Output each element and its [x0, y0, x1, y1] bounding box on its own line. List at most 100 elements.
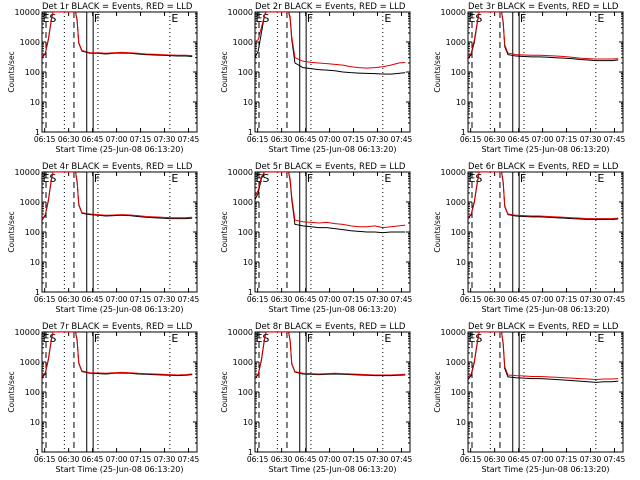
y-tick-label: 10 — [243, 98, 253, 107]
panel-title: Det 4r BLACK = Events, RED = LLD — [42, 162, 193, 172]
plot-frame — [254, 331, 411, 453]
detector-panel: Det 1r BLACK = Events, RED = LLD 1 10 100 10… — [7, 2, 200, 154]
y-tick-label: 10000 — [15, 8, 40, 17]
x-tick-label: 06:45 — [82, 135, 104, 144]
y-tick-label: 10 — [243, 418, 253, 427]
y-tick-label: 1 — [35, 288, 40, 297]
detector-panel: Det 7r BLACK = Events, RED = LLD 1 10 100 10… — [7, 322, 200, 474]
interval-marker-label: ES — [255, 332, 269, 345]
y-tick-label: 1 — [248, 128, 253, 137]
y-axis-label: Counts/sec — [7, 211, 16, 252]
y-tick-label: 100 — [238, 228, 253, 237]
lld-series-line — [468, 332, 619, 381]
y-tick-label: 10000 — [441, 328, 466, 337]
y-tick-label: 1000 — [446, 358, 466, 367]
y-tick-label: 10000 — [228, 8, 253, 17]
y-tick-label: 1 — [248, 448, 253, 457]
x-tick-label: 07:30 — [580, 135, 602, 144]
y-axis-label: Counts/sec — [220, 51, 229, 92]
interval-marker-label: E — [384, 172, 391, 185]
y-tick-label: 1 — [35, 128, 40, 137]
x-tick-label: 06:15 — [34, 135, 56, 144]
interval-marker-label: E — [171, 172, 178, 185]
events-series-line — [42, 332, 193, 379]
x-tick-label: 06:45 — [508, 135, 530, 144]
plot-frame — [467, 171, 624, 293]
y-tick-label: 1 — [35, 448, 40, 457]
x-tick-label: 07:00 — [106, 295, 128, 304]
y-tick-label: 10 — [456, 98, 466, 107]
lld-series-line — [468, 12, 619, 60]
plot-frame — [254, 11, 411, 133]
interval-marker-label: F — [94, 12, 100, 25]
y-tick-label: 1 — [461, 448, 466, 457]
y-tick-label: 10 — [456, 258, 466, 267]
interval-marker-label: ES — [42, 172, 56, 185]
y-axis-label: Counts/sec — [7, 371, 16, 412]
panel-title: Det 1r BLACK = Events, RED = LLD — [42, 2, 193, 12]
detector-panel: Det 2r BLACK = Events, RED = LLD 1 10 100 10… — [220, 2, 413, 154]
x-tick-label: 07:30 — [154, 295, 176, 304]
x-axis-label: Start Time (25-Jun-08 06:13:20) — [269, 465, 397, 474]
y-tick-label: 100 — [451, 228, 466, 237]
panel-title: Det 9r BLACK = Events, RED = LLD — [468, 322, 619, 332]
interval-marker-label: E — [597, 172, 604, 185]
interval-marker-label: F — [307, 332, 313, 345]
x-tick-label: 06:30 — [484, 455, 506, 464]
interval-marker-label: ES — [468, 12, 482, 25]
x-axis-label: Start Time (25-Jun-08 06:13:20) — [56, 305, 184, 314]
detector-panel: Det 8r BLACK = Events, RED = LLD 1 10 100 10… — [220, 322, 413, 474]
events-series-line — [255, 332, 406, 379]
x-tick-label: 07:00 — [319, 455, 341, 464]
x-tick-label: 07:00 — [532, 455, 554, 464]
interval-marker-label: F — [520, 12, 526, 25]
x-tick-label: 07:45 — [604, 295, 626, 304]
interval-marker-label: F — [307, 172, 313, 185]
x-axis-label: Start Time (25-Jun-08 06:13:20) — [482, 305, 610, 314]
lld-series-line — [255, 172, 406, 229]
x-axis-label: Start Time (25-Jun-08 06:13:20) — [56, 465, 184, 474]
x-tick-label: 07:15 — [556, 295, 578, 304]
interval-marker-label: ES — [42, 12, 56, 25]
y-tick-label: 10000 — [228, 168, 253, 177]
interval-marker-label: E — [597, 12, 604, 25]
plot-frame — [41, 331, 198, 453]
x-tick-label: 06:30 — [58, 295, 80, 304]
y-tick-label: 10000 — [15, 168, 40, 177]
x-tick-label: 07:15 — [556, 455, 578, 464]
x-axis-label: Start Time (25-Jun-08 06:13:20) — [269, 145, 397, 154]
interval-marker-label: F — [307, 12, 313, 25]
x-tick-label: 07:30 — [367, 135, 389, 144]
y-tick-label: 10 — [30, 418, 40, 427]
panel-title: Det 8r BLACK = Events, RED = LLD — [255, 322, 406, 332]
y-axis-label: Counts/sec — [433, 371, 442, 412]
y-axis-label: Counts/sec — [220, 371, 229, 412]
interval-marker-label: F — [94, 332, 100, 345]
panel-title: Det 3r BLACK = Events, RED = LLD — [468, 2, 619, 12]
x-tick-label: 06:45 — [82, 295, 104, 304]
panel-title: Det 2r BLACK = Events, RED = LLD — [255, 2, 406, 12]
y-tick-label: 100 — [451, 68, 466, 77]
y-tick-label: 1000 — [233, 38, 253, 47]
lld-series-line — [255, 12, 406, 69]
x-tick-label: 07:00 — [106, 455, 128, 464]
x-tick-label: 06:15 — [460, 135, 482, 144]
x-tick-label: 06:30 — [58, 455, 80, 464]
y-tick-label: 10000 — [228, 328, 253, 337]
y-tick-label: 1000 — [446, 38, 466, 47]
x-tick-label: 06:45 — [295, 295, 317, 304]
plot-frame — [41, 11, 198, 133]
x-tick-label: 06:30 — [58, 135, 80, 144]
y-axis-label: Counts/sec — [433, 211, 442, 252]
detector-panel: Det 6r BLACK = Events, RED = LLD 1 10 100 10… — [433, 162, 626, 314]
y-tick-label: 100 — [238, 388, 253, 397]
panel-title: Det 5r BLACK = Events, RED = LLD — [255, 162, 406, 172]
lld-series-line — [255, 332, 406, 379]
x-axis-label: Start Time (25-Jun-08 06:13:20) — [269, 305, 397, 314]
x-tick-label: 07:00 — [106, 135, 128, 144]
x-tick-label: 07:30 — [580, 295, 602, 304]
x-tick-label: 06:15 — [247, 455, 269, 464]
interval-marker-label: ES — [468, 172, 482, 185]
interval-marker-label: E — [171, 332, 178, 345]
interval-marker-label: E — [384, 12, 391, 25]
